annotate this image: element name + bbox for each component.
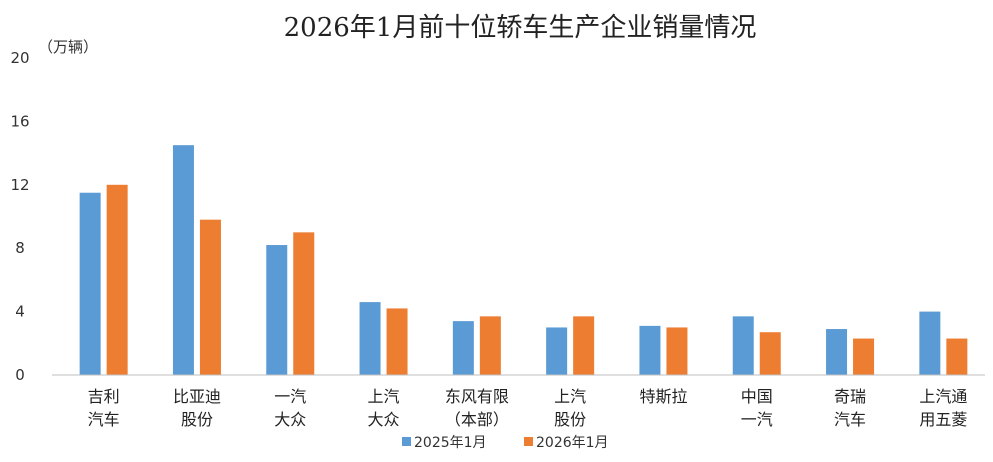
legend-swatch [402,437,411,446]
x-category-label: 一汽 [741,410,773,429]
x-category-label: 特斯拉 [639,387,687,406]
x-category-label: 上汽 [368,387,400,406]
legend-swatch [524,437,533,446]
bar-2025 [359,302,381,375]
x-category-label: 上汽通 [919,387,967,406]
bar-2026 [386,308,408,375]
x-category-label: 一汽 [274,387,306,406]
y-axis-ticks: 0 4 8 12 16 20 [10,49,29,384]
bar-2025 [546,327,568,375]
x-category-label: 奇瑞 [834,387,866,406]
x-category-label: 汽车 [88,410,120,429]
bar-2026 [666,327,688,375]
bar-2026 [106,184,128,375]
y-tick-label: 8 [15,239,25,257]
x-category-label: 东风有限 [445,387,509,406]
x-category-label: 股份 [181,410,213,429]
legend: 2025年1月 2026年1月 [402,435,609,451]
bar-2025 [826,329,848,375]
x-category-label: 大众 [368,410,400,429]
x-category-label: 上汽 [554,387,586,406]
bar-2026 [946,338,968,375]
legend-label: 2026年1月 [536,435,609,451]
x-category-label: 股份 [554,410,586,429]
x-category-label: 汽车 [834,410,866,429]
x-category-label: 大众 [274,410,306,429]
y-tick-label: 16 [10,112,29,130]
bar-2025 [732,316,754,375]
x-category-label: 用五菱 [919,410,967,429]
x-category-label: 比亚迪 [173,387,221,406]
bar-2025 [172,145,194,375]
bar-2026 [573,316,595,375]
y-tick-label: 12 [10,176,29,194]
bar-2025 [919,311,941,375]
x-category-label: （本部） [445,410,509,429]
y-tick-label: 0 [15,366,25,384]
bar-2026 [293,232,315,375]
bar-2026 [853,338,875,375]
x-category-label: 中国 [741,387,773,406]
bar-2026 [479,316,501,375]
y-tick-label: 20 [10,49,29,67]
x-category-label: 吉利 [88,387,120,406]
bars [79,145,968,375]
y-tick-label: 4 [15,303,25,321]
bar-2026 [199,219,221,375]
y-unit-label: （万辆） [38,38,98,56]
bar-2025 [452,321,474,375]
bar-2026 [759,332,781,375]
chart-title: 2026年1月前十位轿车生产企业销量情况 [284,13,757,43]
legend-label: 2025年1月 [414,435,487,451]
bar-2025 [266,245,288,375]
bar-2025 [639,325,661,375]
bar-2025 [79,192,101,375]
